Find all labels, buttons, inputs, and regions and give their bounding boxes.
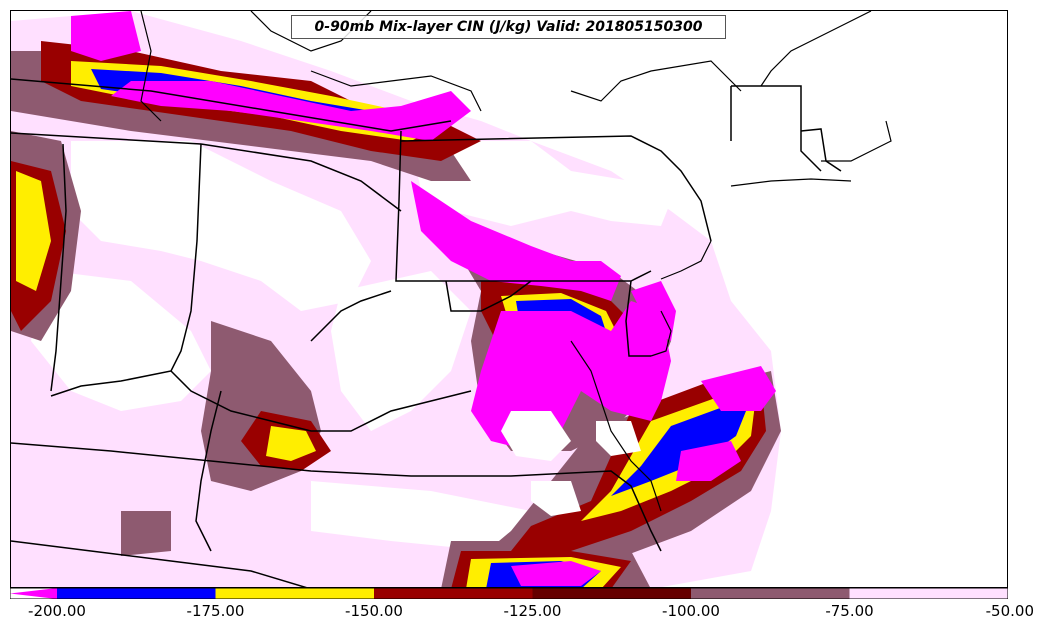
map-title: 0-90mb Mix-layer CIN (J/kg) Valid: 20180… [314, 19, 703, 35]
cin-field-clear-patches [501, 411, 641, 516]
colorbar-tick-label: -150.00 [345, 602, 403, 620]
colorbar-tick-label: -75.00 [825, 602, 874, 620]
colorbar-tick-label: -100.00 [662, 602, 720, 620]
colorbar-tick-label: -50.00 [985, 602, 1034, 620]
colorbar-bin-2 [374, 588, 533, 599]
title-box: 0-90mb Mix-layer CIN (J/kg) Valid: 20180… [291, 15, 726, 39]
state-boundaries [11, 78, 842, 587]
colorbar-tick-label: -175.00 [186, 602, 245, 620]
coastlines [140, 11, 892, 512]
colorbar-bins [57, 588, 1008, 599]
colorbar-bin-4 [691, 588, 850, 599]
colorbar [10, 588, 1008, 599]
colorbar-under-triangle [10, 588, 57, 599]
colorbar-bin-5 [849, 588, 1008, 599]
colorbar-tick-label: -125.00 [503, 602, 562, 620]
colorbar-bin-1 [215, 588, 374, 599]
colorbar-tick-label: -200.00 [28, 602, 86, 620]
colorbar-bin-3 [532, 588, 691, 599]
map-panel [10, 10, 1008, 588]
cin-map [11, 11, 1007, 587]
colorbar-bin-0 [57, 588, 216, 599]
